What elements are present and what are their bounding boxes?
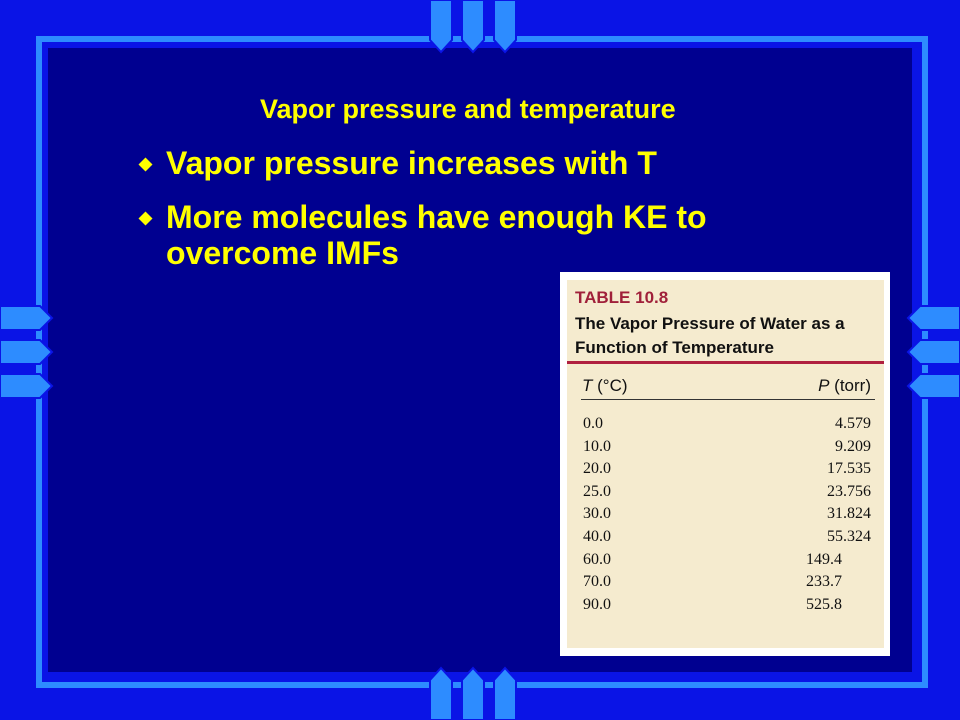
rule: [567, 361, 884, 364]
table-image: TABLE 10.8 The Vapor Pressure of Water a…: [560, 272, 890, 656]
table-cell: 10.0: [583, 437, 611, 455]
table-cell: 25.0: [583, 482, 611, 500]
table-cell: 23.756: [827, 482, 871, 500]
bullet: More molecules have enough KE to overcom…: [135, 199, 835, 271]
table-cell: 9.209: [835, 437, 871, 455]
slide-title: Vapor pressure and temperature: [260, 94, 676, 124]
table-cell: 30.0: [583, 505, 611, 523]
table-cell: 20.0: [583, 460, 611, 478]
table-cell: 90.0: [583, 595, 611, 613]
column-header: P (torr): [818, 376, 871, 395]
table-cell: 31.824: [827, 505, 871, 523]
bullet: Vapor pressure increases with T: [135, 145, 835, 181]
table-label: TABLE 10.8: [575, 288, 669, 307]
table: TABLE 10.8 The Vapor Pressure of Water a…: [567, 280, 884, 648]
table-cell: 4.579: [835, 415, 871, 432]
table-cell: 55.324: [827, 528, 871, 545]
column-header: T (°C): [582, 376, 628, 395]
table-cell: 149.4: [806, 550, 842, 568]
table-cell: 17.535: [827, 460, 871, 478]
table-cell: 60.0: [583, 550, 611, 568]
bullet-list: Vapor pressure increases with T More mol…: [135, 145, 835, 289]
table-cell: 525.8: [806, 595, 842, 613]
table-cell: 0.0: [583, 415, 603, 432]
rule: [581, 399, 875, 400]
table-cell: 40.0: [583, 528, 611, 545]
table-caption: The Vapor Pressure of Water as a Functio…: [575, 314, 845, 357]
table-cell: 233.7: [806, 573, 842, 591]
table-cell: 70.0: [583, 573, 611, 591]
